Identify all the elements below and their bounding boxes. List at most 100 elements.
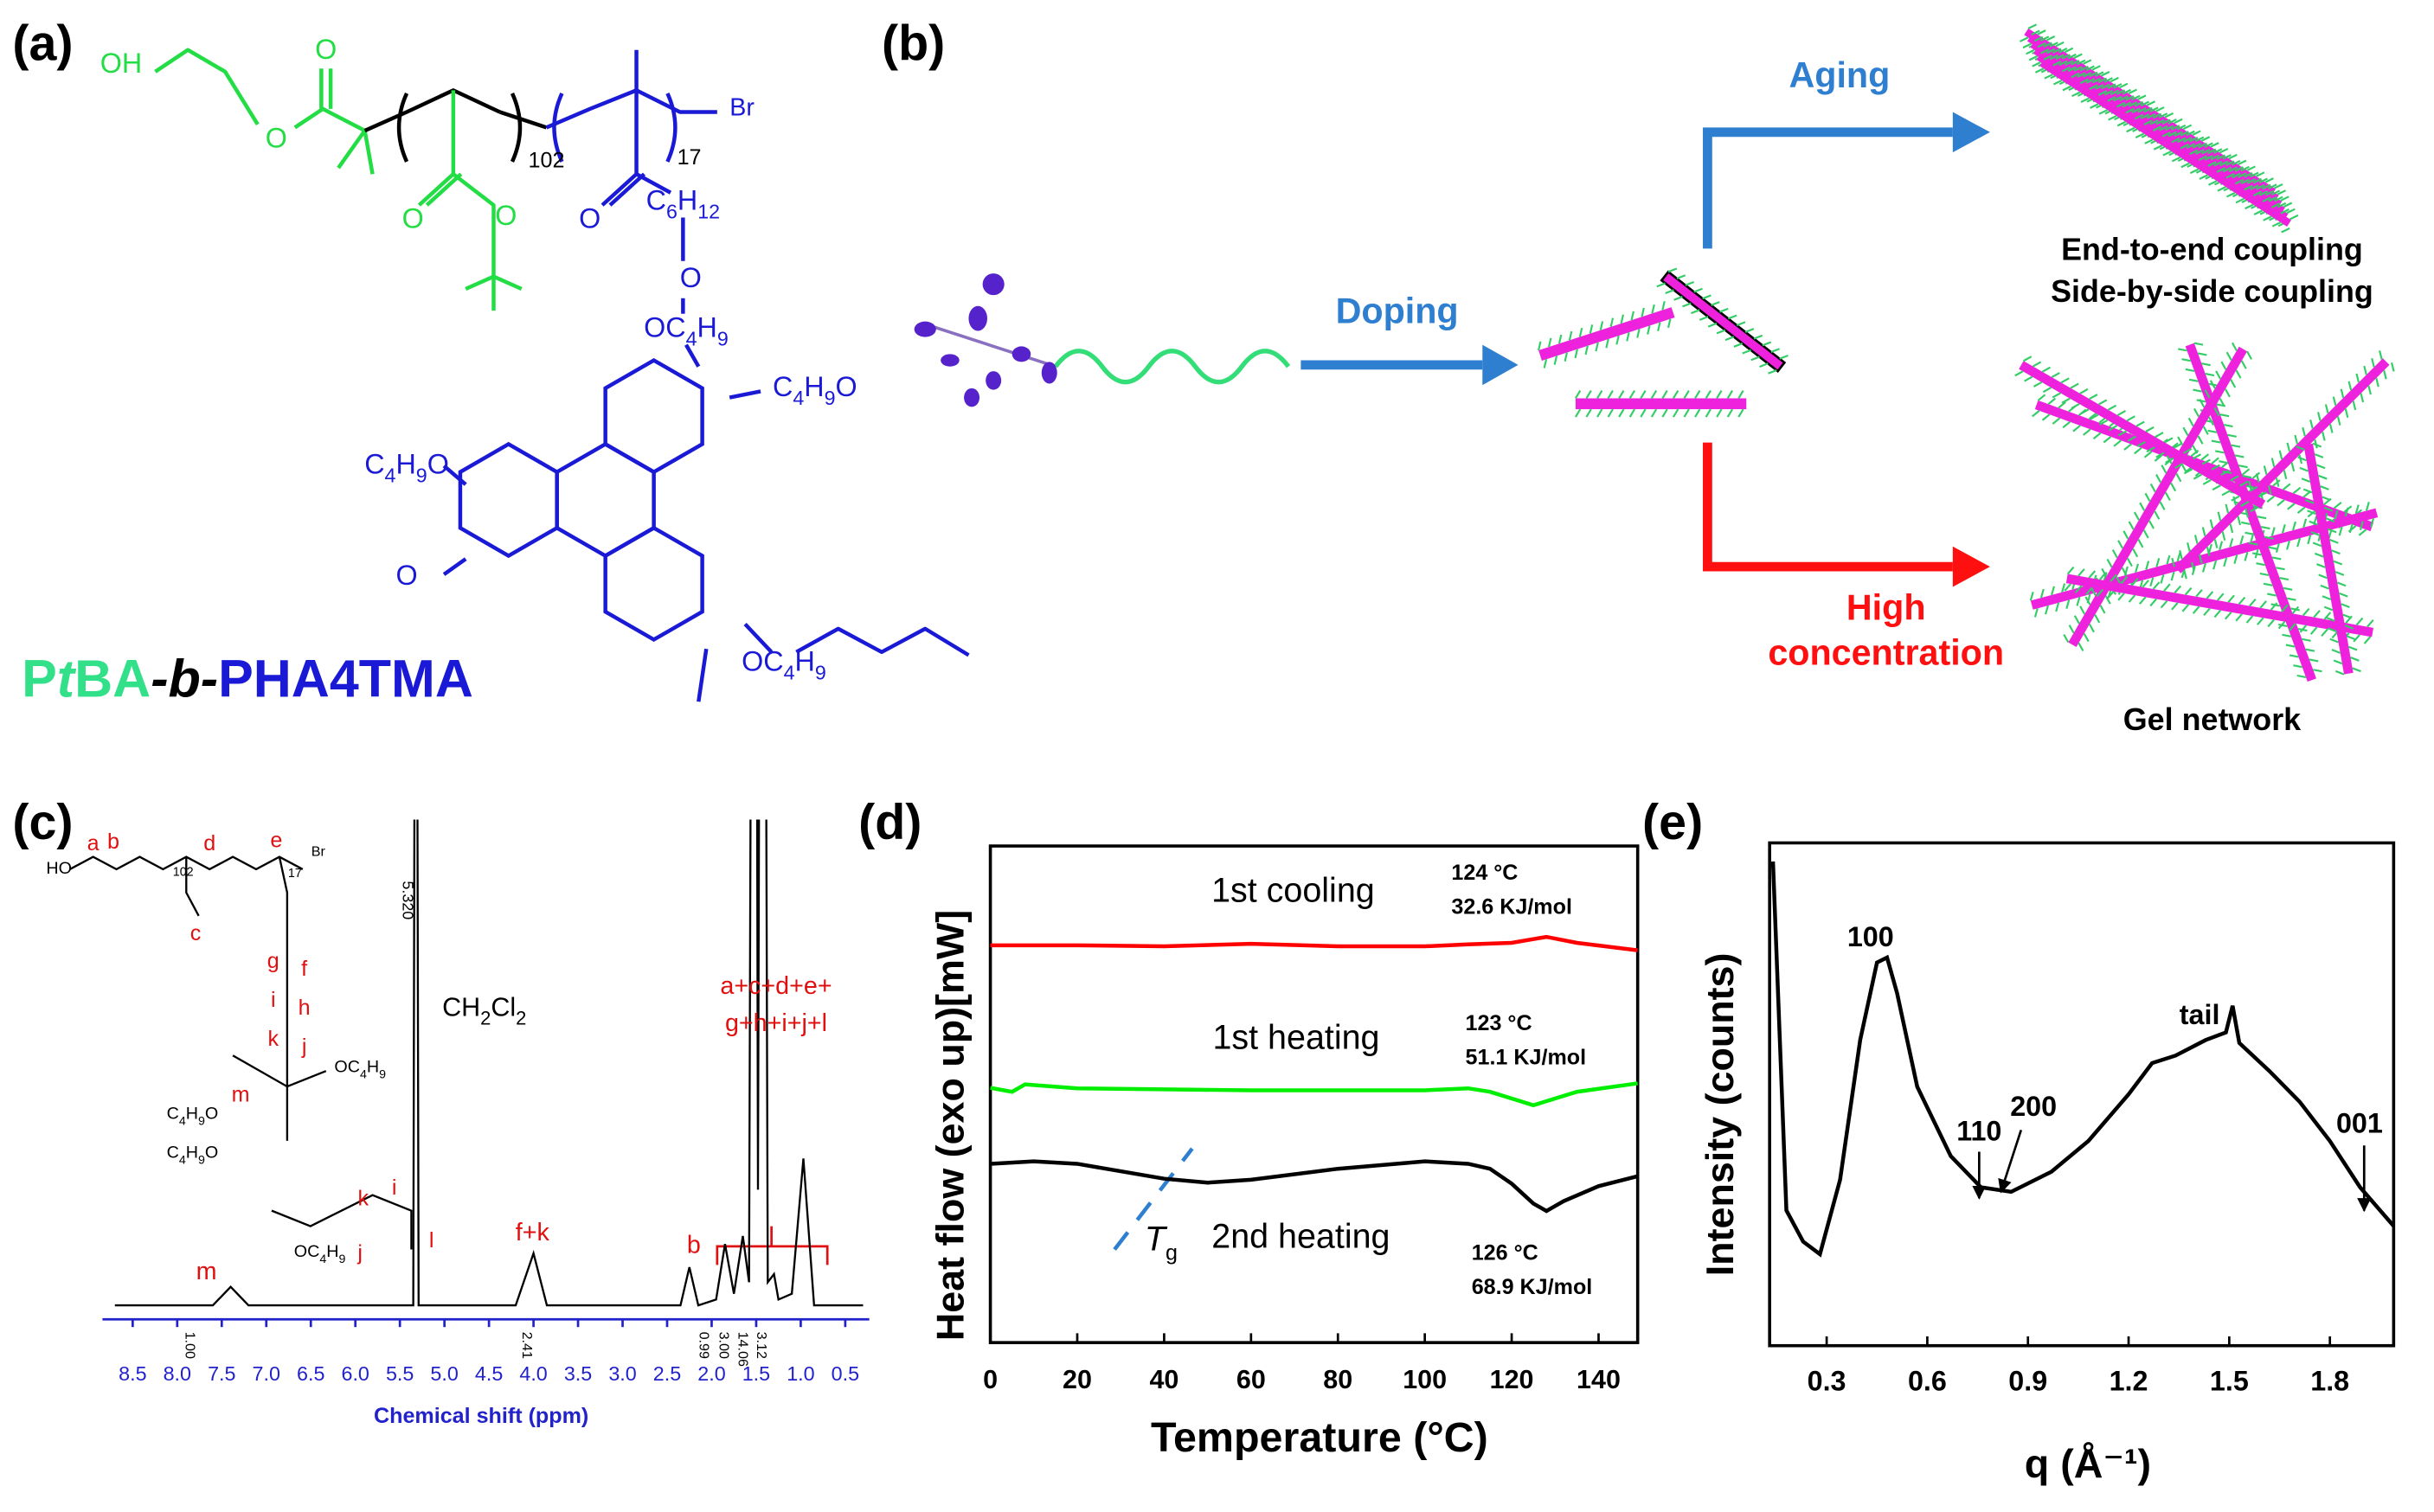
rod-fringe [2089,71,2098,78]
rod-fringe [2079,65,2089,72]
rod-fringe [1719,307,1729,313]
rod-fringe [2139,596,2147,605]
rod-fringe [2098,399,2108,406]
rod-fringe [2080,408,2090,415]
rod-fringe [2210,154,2219,161]
rod-fringe [2255,473,2260,483]
x-tick-label: 5.0 [430,1362,458,1385]
rod-fringe [1716,329,1726,335]
rod-fringe [2167,131,2177,138]
rod-fringe [2097,77,2107,84]
rod-fringe [2219,147,2229,154]
rod-fringe [2257,617,2264,625]
rod-fringe [2106,591,2115,599]
rod-fringe [2334,502,2342,509]
peak-label: b [687,1231,701,1259]
rod-fringe [1640,389,1647,400]
rod-fringe [2103,436,2112,444]
rod-fringe [1733,343,1744,348]
inset-label: b [107,830,119,854]
rod-fringe [2165,457,2174,464]
inset-label: f [301,957,308,981]
rod-fringe [2132,548,2139,558]
rod-fringe [2094,614,2101,624]
rod-fringe [2026,48,2035,55]
x-tick-label: 4.0 [519,1362,547,1385]
rod-fringe [2131,94,2141,101]
rod-fringe [2128,521,2135,530]
rod-fringe [2221,531,2226,541]
rod-fringe [2039,35,2050,42]
rod-fringe [2390,362,2395,372]
rod-fringe [1574,349,1578,359]
rod-fringe [2344,624,2354,630]
rod-fringe [2052,48,2062,54]
rod-fringe [2312,541,2322,548]
rod-fringe [2126,557,2133,567]
rod-fringe [1770,348,1780,354]
rod [2014,356,2268,513]
rod-fringe [2023,356,2033,362]
rod-fringe [2274,183,2283,189]
scheme-step: concentration [1768,632,2004,672]
peak-label: 110 [1956,1115,2001,1146]
inset-label: C4H9O [167,1143,219,1167]
rod-fringe [2294,434,2298,445]
rod-fringe [2216,167,2226,173]
rod-fringe [2155,474,2162,484]
structure-label: Br [729,93,755,121]
rod-fringe [2126,415,2135,422]
rod-fringe [1656,282,1666,288]
rod-fringe [1736,321,1746,327]
rod-fringe [1538,341,1542,351]
rod-fringe [2367,385,2372,395]
rod-fringe [2019,36,2029,42]
rod-fringe [2217,511,2222,522]
rod-fringe [2316,563,2326,568]
rod-fringe [2292,521,2296,531]
rod-fringe [2212,484,2221,491]
rod-fringe [2256,171,2265,177]
rod-fringe [2146,446,2155,453]
inset-label: g [267,949,279,973]
rod-fringe [2302,426,2306,437]
rod-fringe [1584,345,1589,356]
rod-fringe [2246,350,2253,360]
rod-fringe [2095,84,2104,90]
rod-fringe [2289,654,2299,658]
ring [458,441,559,559]
rod-fringe [2176,552,2181,562]
rod-fringe [2217,186,2226,192]
rod-fringe [2204,155,2214,161]
rod-fringe [1753,334,1763,340]
rod-fringe [1694,408,1701,418]
data-line [990,934,1638,952]
rod-fringe [2126,126,2135,133]
structure-bonds [154,48,970,702]
structure-label: C4H9O [364,448,449,487]
rod-fringe [2113,439,2122,447]
rod-fringe [2099,605,2106,614]
rod-fringe [2073,66,2083,72]
panel-label: (d) [858,795,922,850]
rod-fringe [2363,636,2372,644]
rod-fringe [2322,496,2332,502]
rod-fringe [1620,314,1625,324]
rod-fringe [2246,178,2257,184]
rod-fringe [2180,162,2190,169]
rod-fringe [2049,54,2058,61]
rod-core [1660,270,1787,373]
rod-fringe [2099,419,2109,426]
rod-fringe [2245,203,2254,210]
rod-fringe [2221,490,2231,497]
rod-fringe [2077,72,2086,78]
rod-fringe [2199,554,2203,564]
rod-fringe [2227,594,2235,603]
rod-fringe [2363,365,2367,375]
rod-fringe [2235,369,2242,379]
rod-fringe [2268,196,2277,202]
rod-fringe [2241,468,2251,476]
inset-label: h [299,996,311,1020]
rod-fringe [2200,136,2211,142]
rod-fringe [1683,389,1690,400]
